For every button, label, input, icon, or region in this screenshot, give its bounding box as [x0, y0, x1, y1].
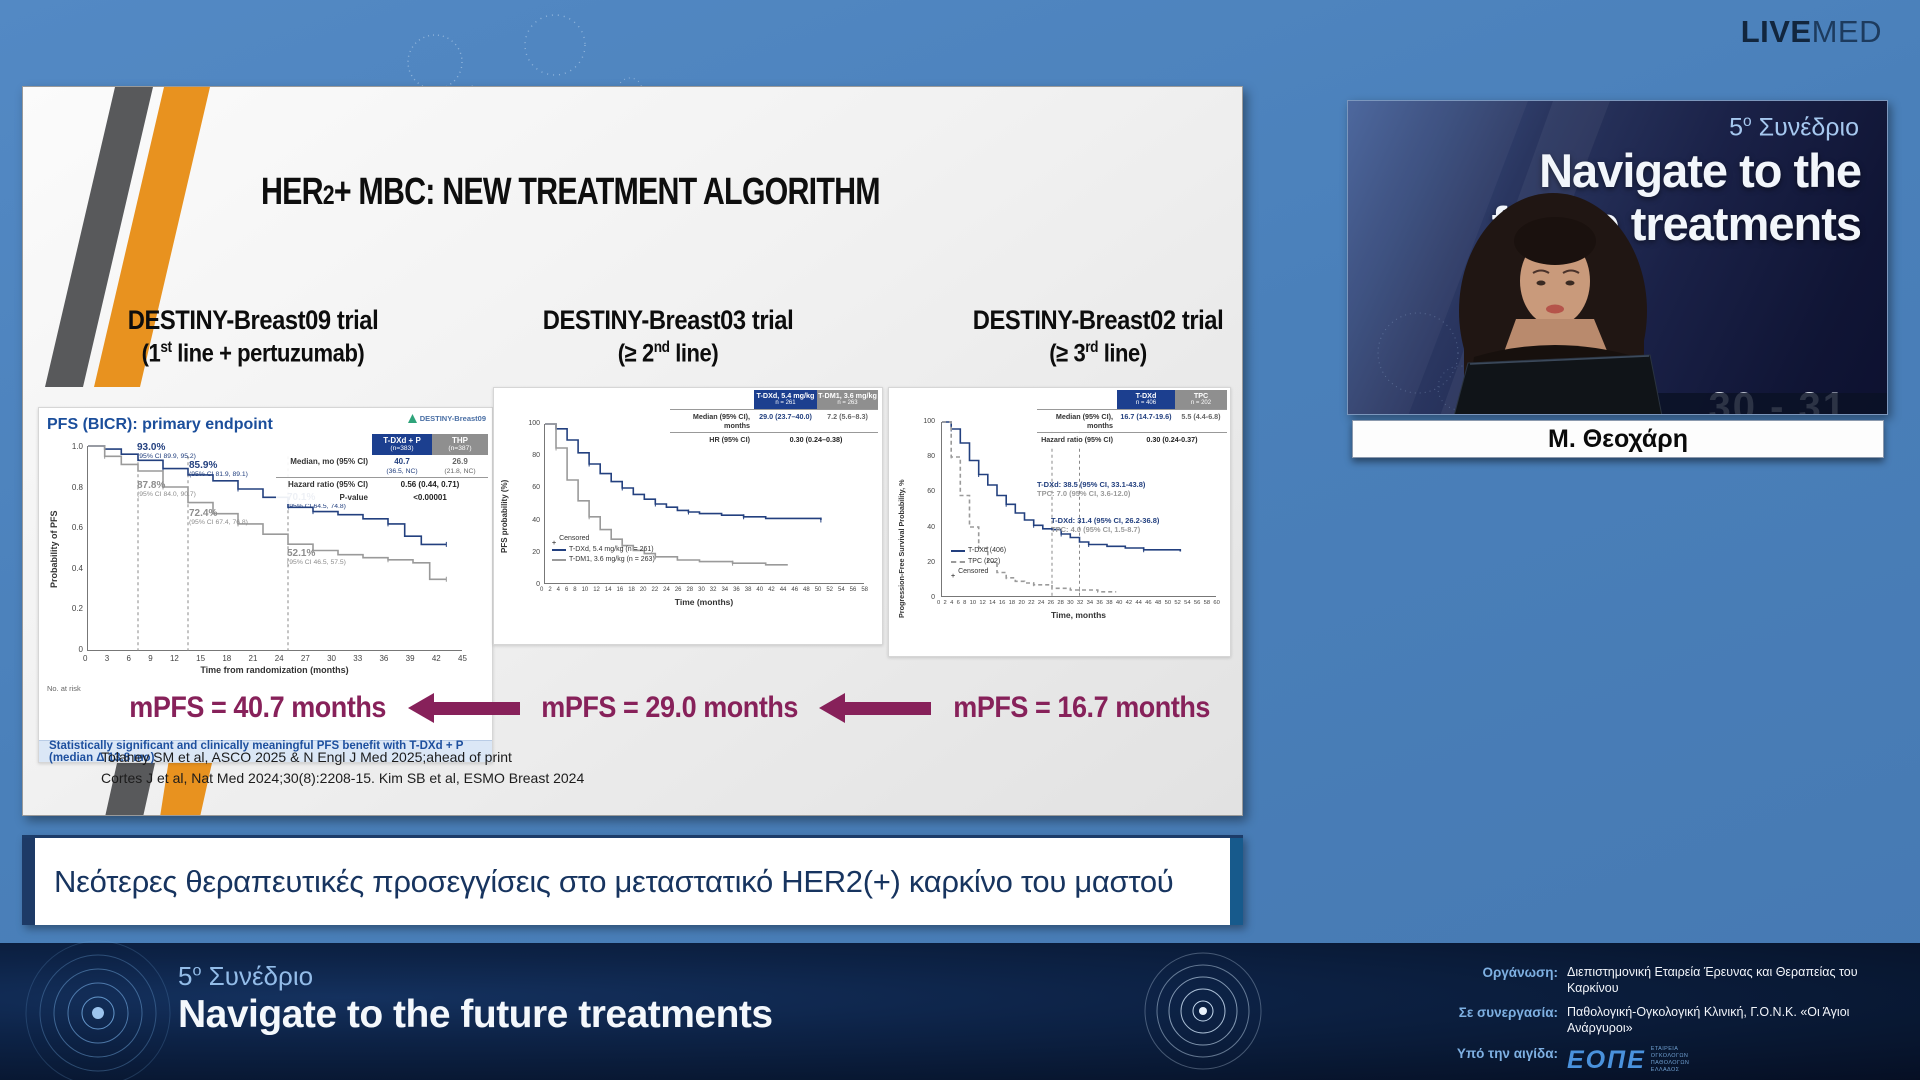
y-axis-ticks: 100 80 60 40 20 0	[528, 420, 540, 588]
tdxd-line-icon	[552, 548, 566, 551]
p-value: <0.00001	[413, 492, 447, 502]
session-title: Νεότερες θεραπευτικές προσεγγίσεις στο μ…	[54, 863, 1174, 899]
hazard-ratio-value: 0.56 (0.44, 0.71)	[372, 476, 488, 491]
congress-label: 5ο Συνέδριο	[1729, 113, 1859, 142]
y-axis-ticks: 1.0 0.8 0.6 0.4 0.2 0	[71, 442, 83, 654]
mpfs-comparison-row: mPFS = 40.7 months mPFS = 29.0 months mP…	[115, 685, 1224, 731]
banner-edge-decoration	[1230, 838, 1243, 925]
landmark-annotation: 52.1% (95% CI 46.5, 57.5)	[287, 548, 346, 566]
arm-header-thp: THP (n=387)	[432, 434, 488, 455]
slide-references: Tolaney SM et al, ASCO 2025 & N Engl J M…	[101, 747, 584, 789]
km-plot-breast02: Progression-Free Survival Probability, %…	[888, 387, 1231, 657]
hazard-ratio-value: 0.30 (0.24-0.37)	[1117, 432, 1227, 446]
at-risk-label: No. at risk	[47, 684, 81, 693]
footer-banner: 5ο Συνέδριο Navigate to the future treat…	[0, 940, 1920, 1080]
km-curves	[942, 421, 1182, 597]
x-axis-ticks: 0 2 4 6 8 10 12 14 16 18 20 22 24 26 28 30 32 34 36 38 40 42 4…	[937, 600, 1220, 606]
plot-title: PFS (BICR): primary endpoint	[47, 416, 273, 433]
credits-block: Οργάνωση: Διεπιστημονική Εταιρεία Έρευνα…	[1418, 965, 1912, 1075]
trial-header-breast03: DESTINY-Breast03 trial (≥ 2nd line)	[542, 305, 794, 368]
x-axis-ticks: 0 2 4 6 8 10 12 14 16 18 20 22 24 26 28 30 32 34 36 38 40 42 4…	[540, 587, 868, 593]
reference-line: Cortes J et al, Nat Med 2024;30(8):2208-…	[101, 770, 585, 786]
radial-rings-icon	[1144, 952, 1262, 1070]
slide-title: HER2+ MBC: NEW TREATMENT ALGORITHM	[261, 171, 881, 213]
tpc-line-icon	[951, 560, 965, 563]
livemed-logo-live: LIVE	[1740, 14, 1812, 49]
radial-rings-icon	[25, 940, 171, 1080]
plot-conclusion-banner: Statistically significant and clinically…	[39, 740, 492, 764]
y-axis-label: Progression-Free Survival Probability, %	[897, 479, 906, 618]
reference-line: Tolaney SM et al, ASCO 2025 & N Engl J M…	[101, 749, 512, 765]
trial-logo-icon	[407, 414, 417, 423]
landmark-annotation-2: T-DXd: 31.4 (95% CI, 26.2-36.8) TPC: 4.0…	[1051, 516, 1160, 535]
congress-title: Navigate to the future treatments	[178, 993, 773, 1036]
tdm1-line-icon	[552, 559, 566, 562]
session-title-banner: Νεότερες θεραπευτικές προσεγγίσεις στο μ…	[22, 835, 1243, 925]
destiny-breast09-logo: DESTINY-Breast09	[407, 414, 486, 423]
speaker-name: Μ. Θεοχάρη	[1548, 424, 1688, 453]
tdxd-line-icon	[951, 550, 965, 553]
eope-logo: ΕΟΠΕ ΕΤΑΙΡΕΙΑ ΟΓΚΟΛΟΓΩΝ ΠΑΘΟΛΟΓΩΝ ΕΛΛΑΔΟΣ	[1567, 1045, 1690, 1074]
y-axis-label: PFS probability (%)	[500, 479, 509, 553]
x-axis-label: Time, months	[1050, 610, 1107, 620]
km-curves	[545, 423, 822, 566]
x-axis-label: Time (months)	[674, 597, 734, 607]
plot-legend: T-DXd (406) TPC (202) + Censored	[951, 547, 1007, 581]
y-axis-label: Probability of PFS	[49, 510, 59, 588]
chart-area	[941, 421, 1216, 597]
stats-table-breast02: T-DXd n = 406 TPC n = 202 Median (95% CI),…	[1037, 390, 1227, 447]
trial-header-breast09: DESTINY-Breast09 trial (1st line + pertu…	[127, 305, 379, 368]
landmark-annotation-1: T-DXd: 38.5 (95% CI, 33.1-43.8) TPC: 7.0…	[1037, 480, 1146, 499]
banner-edge-decoration	[22, 838, 35, 925]
credit-row-organizer: Οργάνωση: Διεπιστημονική Εταιρεία Έρευνα…	[1482, 965, 1858, 995]
median-tpc: 5.5 (4.4-6.8)	[1175, 409, 1227, 432]
presentation-slide: HER2+ MBC: NEW TREATMENT ALGORITHM DESTI…	[22, 86, 1243, 816]
speaker-nameplate: Μ. Θεοχάρη	[1352, 420, 1884, 458]
median-tdxd-p: 40.7 (36.5, NC)	[386, 456, 418, 475]
mpfs-value-breast03: mPFS = 29.0 months	[541, 691, 798, 724]
arrow-left-icon	[819, 693, 932, 723]
stats-table-breast03: T-DXd, 5.4 mg/kg n = 261 T-DM1, 3.6 mg/kg…	[670, 390, 878, 447]
mpfs-value-breast09: mPFS = 40.7 months	[129, 691, 387, 724]
chart-area	[544, 423, 864, 584]
livemed-logo: LIVEMED	[1741, 14, 1882, 50]
arm-header-tpc: TPC n = 202	[1175, 390, 1227, 410]
landmark-annotation: 85.9% (95% CI 81.9, 89.1)	[189, 460, 248, 478]
median-tdxd: 16.7 (14.7-19.6)	[1117, 409, 1175, 432]
arm-header-tdxd: T-DXd n = 406	[1117, 390, 1175, 410]
arm-header-tdxd-p: T-DXd + P (n=383)	[372, 434, 432, 455]
median-tdxd: 29.0 (23.7–40.0)	[754, 409, 817, 432]
speaker-silhouette	[1348, 101, 1887, 414]
landmark-annotation: 93.0% (95% CI 89.9, 95.2)	[137, 442, 196, 460]
arm-header-tdxd: T-DXd, 5.4 mg/kg n = 261	[754, 390, 817, 410]
livemed-logo-med: MED	[1811, 14, 1882, 49]
plot-legend: + Censored T-DXd, 5.4 mg/kg (n = 261) T-D…	[552, 535, 655, 563]
arrow-left-icon	[407, 693, 520, 723]
trial-header-breast02: DESTINY-Breast02 trial (≥ 3rd line)	[972, 305, 1224, 368]
congress-label: 5ο Συνέδριο	[178, 961, 314, 991]
x-axis-ticks: 0 3 6 9 12 15 18 21 24 27 30 33 36 39 42 45	[83, 654, 467, 663]
mpfs-value-breast02: mPFS = 16.7 months	[952, 691, 1210, 724]
congress-title-line1: Navigate to the	[1539, 144, 1862, 197]
arm-header-tdm1: T-DM1, 3.6 mg/kg n = 263	[817, 390, 878, 410]
landmark-annotation: 87.8% (95% CI 84.0, 90.7)	[137, 480, 196, 498]
speaker-video-panel: 5ο Συνέδριο Navigate to the future treat…	[1347, 100, 1888, 415]
credit-row-partner: Σε συνεργασία: Παθολογική-Ογκολογική Κλι…	[1458, 1005, 1850, 1035]
median-thp: 26.9 (21.8, NC)	[444, 456, 476, 475]
y-axis-ticks: 100 80 60 40 20 0	[923, 418, 935, 601]
median-tdm1: 7.2 (5.6–8.3)	[817, 409, 878, 432]
landmark-annotation: 72.4% (95% CI 67.4, 76.8)	[189, 508, 248, 526]
stats-table-breast09: T-DXd + P (n=383) THP (n=387) Median, mo (…	[276, 434, 488, 504]
hazard-ratio-value: 0.30 (0.24–0.38)	[754, 432, 878, 446]
credit-row-aegis: Υπό την αιγίδα: ΕΟΠΕ ΕΤΑΙΡΕΙΑ ΟΓΚΟΛΟΓΩΝ ΠΑ…	[1456, 1045, 1690, 1074]
km-plot-breast03: PFS probability (%) 100 80 60 40 20 0 T-DXd, …	[493, 387, 883, 645]
x-axis-label: Time from randomization (months)	[200, 665, 349, 675]
